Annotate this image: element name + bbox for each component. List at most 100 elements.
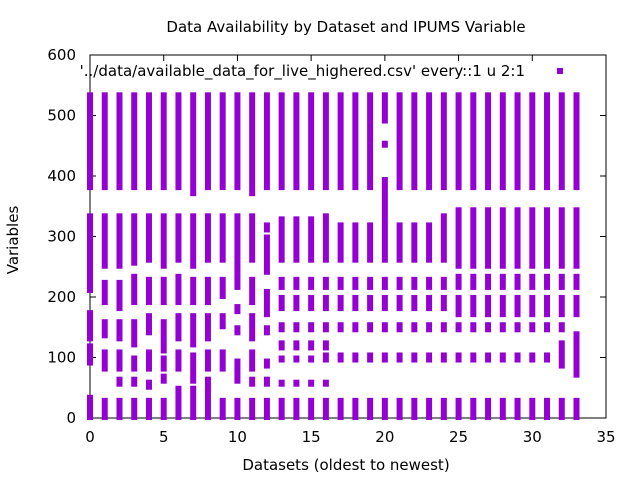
data-point-run [116,376,123,387]
data-point-run [204,349,211,372]
data-point-run [293,295,300,312]
data-point-run [116,213,123,269]
data-point-run [160,355,167,372]
data-point-run [411,92,418,191]
data-point-run [131,319,138,348]
data-point-run [485,273,492,290]
data-point-run [514,322,521,333]
data-point-run [219,397,226,420]
y-tick-label: 600 [47,46,76,64]
data-point-run [278,322,285,333]
data-point-run [352,222,359,263]
data-point-run [293,322,300,333]
data-point-run [263,288,270,318]
data-point-run [87,310,93,342]
data-point-run [455,352,462,363]
data-point-run [190,276,197,306]
data-point-run [101,92,108,191]
data-point-run [234,304,241,315]
data-point-run [249,397,256,420]
data-point-run [367,397,374,420]
data-point-run [116,397,123,420]
data-point-run [322,213,329,263]
data-point-run [529,295,536,318]
data-point-run [145,379,152,390]
data-point-run [514,273,521,290]
data-point-run [352,92,359,191]
data-point-run [322,397,329,420]
data-point-run [411,295,418,312]
data-point-run [101,213,108,269]
data-point-run [573,92,580,191]
data-point-run [337,352,344,363]
data-point-run [529,207,536,269]
data-point-run [190,92,197,197]
data-point-run [263,376,270,387]
data-point-run [131,273,138,306]
data-point-run [145,213,152,263]
data-point-run [529,322,536,333]
data-point-run [514,352,521,363]
data-point-run [352,322,359,333]
data-point-run [322,322,329,333]
data-point-run [440,276,447,290]
data-point-run [160,397,167,420]
data-point-run [455,397,462,420]
data-point-run [396,92,403,191]
ticks: 0 5 10 15 20 25 30 35 0 100 200 300 400 500 600 [47,46,615,446]
data-point-run [396,222,403,263]
data-point-run [426,352,433,363]
data-point-run [470,322,477,333]
data-point-run [204,376,211,420]
x-tick-label: 20 [375,428,394,446]
data-point-run [101,319,108,339]
data-point-run [190,352,197,384]
data-point-run [308,379,315,387]
y-tick-label: 100 [47,349,76,367]
data-point-run [367,322,374,333]
data-point-run [293,340,300,351]
data-point-run [544,322,551,333]
data-point-run [278,276,285,290]
data-point-run [485,295,492,318]
data-point-run [381,92,388,124]
data-point-run [204,213,211,263]
data-point-run [160,373,167,384]
data-point-run [175,385,182,420]
data-point-run [367,295,374,312]
data-point-run [381,295,388,312]
data-point-run [204,276,211,306]
x-tick-label: 15 [302,428,321,446]
data-point-run [219,92,226,191]
data-point-run [278,379,285,387]
data-point-run [249,92,256,197]
data-point-run [544,352,551,363]
data-point-run [308,92,315,191]
data-point-run [411,352,418,363]
data-point-run [190,213,197,269]
data-point-run [308,216,315,263]
data-point-run [455,207,462,269]
data-point-run [308,295,315,312]
data-point-run [87,394,93,420]
data-point-run [322,379,329,387]
data-point-run [190,313,197,348]
data-point-run [470,273,477,290]
data-point-run [190,385,197,420]
data-point-run [337,295,344,312]
data-point-run [249,213,256,263]
data-point-run [175,313,182,342]
data-point-run [337,322,344,333]
y-axis-title: Variables [4,206,22,275]
x-tick-label: 10 [228,428,247,446]
data-point-run [514,397,521,420]
data-point-run [337,397,344,420]
data-point-run [219,276,226,299]
data-point-run [145,92,152,191]
data-point-run [440,352,447,363]
x-tick-label: 30 [523,428,542,446]
data-point-run [485,92,492,191]
data-point-run [131,376,138,387]
data-point-run [485,397,492,420]
